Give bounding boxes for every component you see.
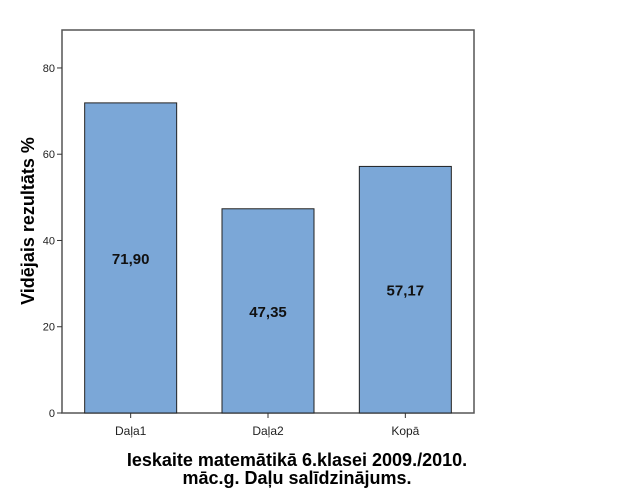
- chart-title-line-1: Ieskaite matemātikā 6.klasei 2009./2010.: [127, 450, 467, 470]
- x-tick-label: Daļa2: [252, 424, 284, 438]
- data-label: 71,90: [112, 251, 150, 268]
- data-label: 47,35: [249, 304, 287, 321]
- bar: [84, 102, 178, 414]
- y-axis-label: Vidējais rezultāts %: [18, 137, 38, 305]
- bar: [221, 208, 315, 414]
- x-tick-label: Daļa1: [115, 424, 147, 438]
- y-tick-label: 40: [43, 235, 55, 247]
- y-tick-label: 0: [49, 408, 55, 420]
- data-label: 57,17: [387, 283, 425, 300]
- y-tick-label: 80: [43, 63, 55, 75]
- y-tick-label: 60: [43, 149, 55, 161]
- x-tick-label: Kopā: [391, 424, 419, 438]
- y-tick-label: 20: [43, 322, 55, 334]
- chart-title-line-2: māc.g. Daļu salīdzinājums.: [182, 468, 411, 488]
- bar: [358, 165, 452, 414]
